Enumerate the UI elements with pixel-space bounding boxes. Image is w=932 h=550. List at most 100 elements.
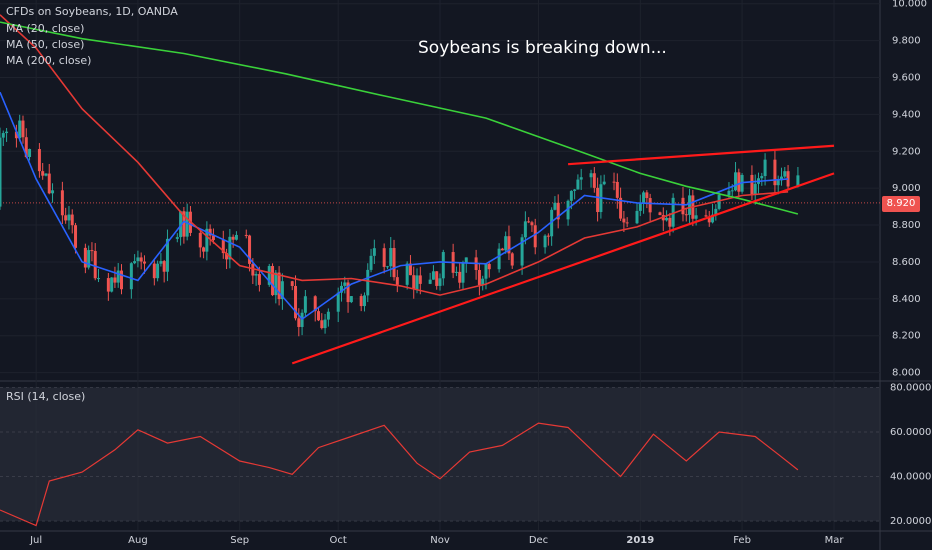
candle-body: [776, 180, 780, 186]
candle-body: [435, 271, 439, 286]
candle-body: [635, 210, 639, 224]
candle-body: [546, 235, 550, 237]
candle-body: [500, 248, 504, 251]
candle-body: [694, 215, 698, 219]
candle-body: [97, 278, 101, 280]
candle-body: [257, 274, 261, 285]
candle-body: [106, 278, 110, 292]
candle-body: [152, 263, 156, 279]
axes: 8.000 8.200 8.400 8.600 8.800 9.000 9.200 9.400…: [29, 0, 931, 546]
legend-ma50: MA (50, close): [6, 38, 85, 51]
time-tick-label: 2019: [626, 535, 654, 546]
candle-body: [142, 261, 146, 264]
candle-body: [136, 257, 140, 262]
candle-body: [248, 235, 252, 264]
candle-body: [0, 137, 2, 207]
price-tick-label: 9.800: [892, 36, 921, 47]
candle-body: [336, 292, 340, 312]
candle-body: [507, 236, 511, 254]
candle-body: [5, 131, 9, 134]
rsi-tick-label: 40.0000: [890, 472, 931, 483]
candle-body: [290, 281, 294, 286]
candle-body: [704, 215, 708, 217]
candle-body: [343, 282, 347, 286]
candle-body: [165, 238, 169, 272]
candle-body: [385, 266, 389, 268]
candle-body: [14, 131, 18, 139]
candle-body: [280, 281, 284, 300]
candle-body: [313, 296, 317, 312]
candle-body: [294, 285, 298, 319]
price-tick-label: 8.600: [892, 257, 921, 268]
candle-body: [602, 181, 606, 185]
price-tick-label: 9.200: [892, 146, 921, 157]
candle-body: [412, 275, 416, 290]
candle-body: [74, 225, 78, 248]
candle-body: [24, 137, 28, 158]
ma200-line: [0, 21, 799, 215]
candle-body: [129, 263, 133, 290]
candle-body: [796, 175, 800, 187]
candle-body: [234, 234, 238, 240]
candle-body: [119, 270, 123, 290]
candles: [0, 114, 800, 337]
candle-body: [60, 190, 64, 216]
candle-body: [323, 319, 327, 329]
candle-body: [67, 214, 71, 221]
candle-body: [527, 221, 531, 223]
price-tick-label: 9.400: [892, 109, 921, 120]
candle-body: [737, 172, 741, 192]
candle-body: [110, 277, 114, 292]
candle-body: [202, 247, 206, 252]
candle-body: [369, 255, 373, 270]
candle-body: [244, 234, 248, 236]
candle-body: [1, 133, 5, 138]
support-trendline: [291, 172, 835, 365]
candle-body: [303, 296, 307, 313]
candle-body: [225, 253, 229, 260]
candle-body: [596, 187, 600, 213]
time-tick-label: Aug: [128, 535, 148, 546]
candle-body: [83, 247, 87, 268]
candle-body: [464, 257, 468, 263]
candle-body: [90, 250, 94, 252]
candle-body: [228, 236, 232, 260]
candle-body: [622, 218, 626, 223]
time-tick-label: Mar: [825, 535, 845, 546]
candle-body: [18, 120, 22, 139]
candle-body: [366, 269, 370, 296]
candle-body: [668, 217, 672, 227]
candle-body: [461, 262, 465, 283]
candle-body: [349, 296, 353, 303]
candle-body: [458, 271, 462, 283]
candle-body: [487, 263, 491, 270]
candle-body: [431, 271, 435, 280]
candle-body: [37, 149, 41, 172]
candle-body: [750, 174, 754, 195]
candle-body: [681, 197, 685, 215]
candle-body: [763, 159, 767, 177]
moving-averages: [0, 14, 799, 321]
candle-body: [760, 176, 764, 179]
candle-body: [428, 279, 432, 284]
candle-body: [382, 248, 386, 267]
candle-body: [684, 214, 688, 216]
chart-title: CFDs on Soybeans, 1D, OANDA: [6, 5, 178, 18]
candle-body: [707, 216, 711, 223]
candle-body: [133, 261, 137, 264]
candle-body: [408, 263, 412, 276]
candle-body: [619, 197, 623, 219]
candle-body: [688, 195, 692, 215]
candle-body: [573, 189, 577, 191]
time-tick-label: Sep: [230, 535, 249, 546]
candle-body: [671, 197, 675, 227]
time-tick-label: Nov: [430, 535, 450, 546]
ma20-line: [0, 91, 789, 321]
candle-body: [645, 192, 649, 199]
candle-body: [753, 183, 757, 195]
candle-body: [362, 295, 366, 307]
candle-body: [139, 257, 143, 262]
candle-body: [205, 228, 209, 252]
candle-body: [21, 120, 25, 138]
